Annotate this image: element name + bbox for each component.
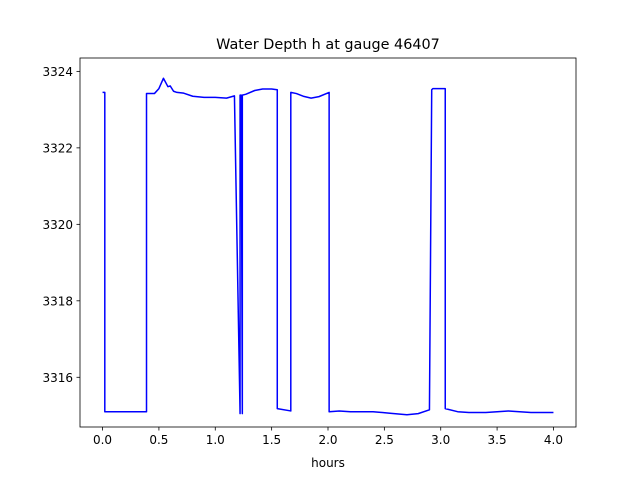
x-tick-label: 2.5 xyxy=(375,433,394,447)
y-tick-label: 3324 xyxy=(42,65,73,79)
y-tick-label: 3318 xyxy=(42,294,73,308)
plot-area: 0.0 0.5 1.0 1.5 2.0 2.5 3.0 3.5 4.0 3316 3318 3320 3… xyxy=(42,57,577,447)
y-tick-label: 3322 xyxy=(42,141,73,155)
x-tick-label: 1.5 xyxy=(262,433,281,447)
x-tick-label: 3.5 xyxy=(488,433,507,447)
x-axis-label: hours xyxy=(311,456,345,470)
x-tick-label: 1.0 xyxy=(206,433,225,447)
x-tick-label: 0.5 xyxy=(149,433,168,447)
axes-frame xyxy=(79,57,577,428)
x-tick-label: 4.0 xyxy=(544,433,563,447)
chart-title: Water Depth h at gauge 46407 xyxy=(216,37,440,53)
x-tick-label: 3.0 xyxy=(431,433,450,447)
x-tick-label: 0.0 xyxy=(93,433,112,447)
x-tick-label: 2.0 xyxy=(318,433,337,447)
series-line-0 xyxy=(102,77,554,416)
y-tick-label: 3320 xyxy=(42,218,73,232)
y-tick-label: 3316 xyxy=(42,371,73,385)
